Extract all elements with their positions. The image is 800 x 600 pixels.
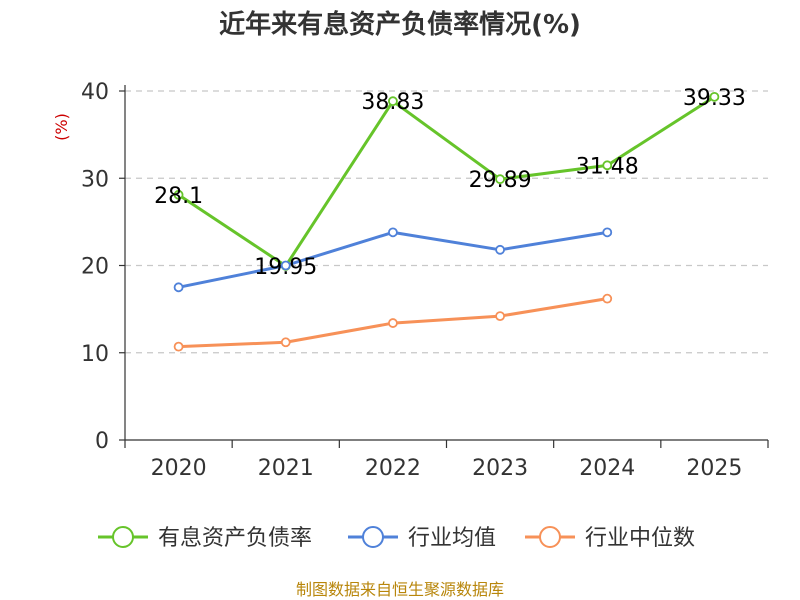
data-point xyxy=(495,244,505,255)
data-point xyxy=(602,227,613,238)
data-label: 31.48 xyxy=(576,154,639,179)
grid-lines xyxy=(125,90,768,354)
series-line-1 xyxy=(178,230,608,289)
data-label: 19.95 xyxy=(254,255,317,280)
data-label: 39.33 xyxy=(683,86,746,111)
data-point xyxy=(173,282,184,293)
chart-title: 近年来有息资产负债率情况(%) xyxy=(219,9,581,40)
data-point xyxy=(388,96,398,107)
data-label: 29.89 xyxy=(469,168,532,193)
legend-marker xyxy=(112,526,134,548)
legend-label: 有息资产负债率 xyxy=(158,526,312,551)
data-point xyxy=(495,174,505,185)
y-tick-label: 30 xyxy=(81,167,109,192)
x-tick-label: 2025 xyxy=(686,456,742,481)
legend-label: 行业中位数 xyxy=(585,526,695,551)
data-point xyxy=(709,91,720,102)
x-tick-label: 2024 xyxy=(579,456,635,481)
data-point xyxy=(602,293,613,304)
legend-marker xyxy=(539,526,561,548)
source-note: 制图数据来自恒生聚源数据库 xyxy=(296,580,504,599)
data-point xyxy=(388,318,398,328)
legend: 有息资产负债率 行业均值 行业中位数 xyxy=(98,526,695,551)
y-tick-label: 40 xyxy=(81,80,109,105)
x-tick-label: 2020 xyxy=(151,456,207,481)
x-tick-label: 2021 xyxy=(258,456,314,481)
series-layer xyxy=(173,91,720,352)
series-line-0 xyxy=(177,95,716,268)
data-point xyxy=(602,160,613,171)
legend-label: 行业均值 xyxy=(408,526,496,551)
x-tick-label: 2023 xyxy=(472,456,528,481)
data-point xyxy=(388,227,398,238)
data-point xyxy=(495,311,505,322)
data-label: 28.1 xyxy=(154,184,203,209)
data-point xyxy=(173,341,184,352)
y-tick-label: 0 xyxy=(95,429,109,454)
data-point xyxy=(280,260,291,271)
y-tick-label: 10 xyxy=(81,342,109,367)
axes: 0 10 20 30 40 2020 2021 2022 2023 2024 2025 xyxy=(81,80,769,481)
data-point xyxy=(280,337,291,348)
legend-marker xyxy=(362,526,384,548)
x-tick-label: 2022 xyxy=(365,456,421,481)
data-point xyxy=(173,189,184,200)
y-tick-label: 20 xyxy=(81,255,109,280)
data-labels-layer: 28.1 19.95 38.83 29.89 31.48 39.33 xyxy=(154,86,746,280)
y-axis-unit: (%) xyxy=(52,113,71,141)
data-label: 38.83 xyxy=(361,90,424,115)
